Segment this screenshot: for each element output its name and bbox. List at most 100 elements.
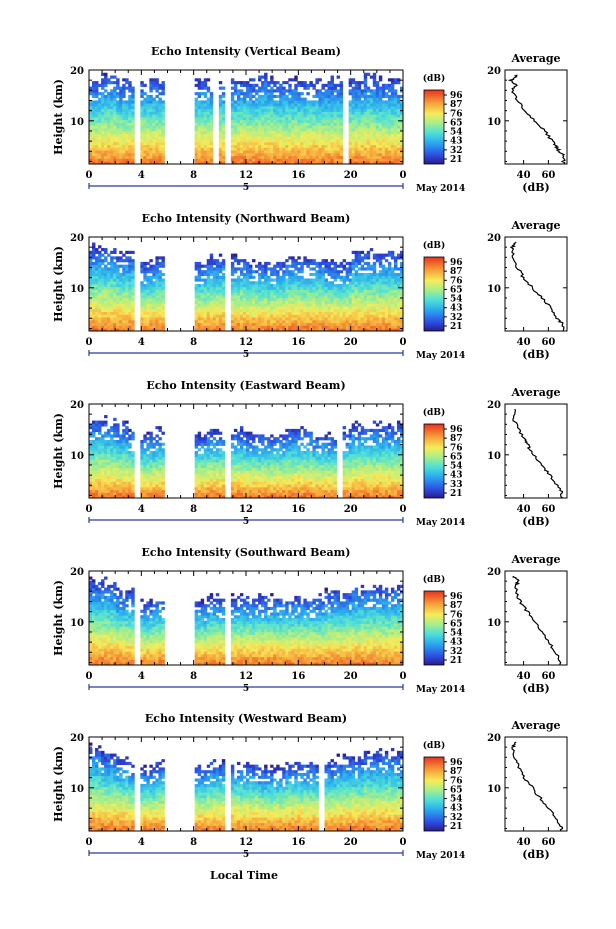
heatmap-cell	[258, 319, 262, 324]
heatmap-cell	[149, 297, 153, 301]
heatmap-cell	[276, 117, 280, 121]
heatmap-cell	[146, 297, 150, 301]
heatmap-cell	[267, 303, 271, 307]
heatmap-cell	[101, 152, 105, 157]
heatmap-cell	[396, 308, 401, 313]
colorbar-tick-label: 65	[450, 118, 463, 128]
heatmap-cell	[309, 81, 313, 85]
heatmap-cell	[264, 117, 268, 121]
heatmap-cell	[230, 92, 235, 96]
heatmap-cell	[246, 314, 250, 318]
heatmap-cell	[95, 322, 99, 326]
heatmap-cell	[131, 103, 135, 107]
heatmap-cell	[239, 161, 244, 165]
heatmap-cell	[288, 272, 292, 277]
heatmap-cell	[261, 117, 265, 121]
heatmap-cell	[236, 278, 241, 282]
heatmap-cell	[200, 264, 205, 268]
heatmap-cell	[303, 97, 307, 101]
heatmap-cell	[399, 311, 404, 315]
heatmap-cell	[242, 150, 247, 154]
heatmap-cell	[396, 100, 401, 104]
heatmap-cell	[215, 289, 220, 293]
heatmap-cell	[239, 314, 244, 318]
heatmap-cell	[321, 152, 325, 157]
heatmap-cell	[291, 300, 295, 304]
heatmap-cell	[282, 289, 286, 293]
heatmap-cell	[279, 267, 283, 271]
heatmap-cell	[252, 122, 256, 126]
heatmap-cell	[89, 467, 93, 471]
heatmap-cell	[221, 158, 226, 162]
heatmap-cell	[324, 136, 328, 140]
heatmap-cell	[218, 325, 223, 329]
heatmap-cell	[273, 289, 277, 293]
heatmap-cell	[221, 292, 226, 296]
heatmap-cell	[221, 141, 226, 146]
heatmap-cell	[399, 105, 404, 110]
heatmap-cell	[330, 89, 334, 93]
heatmap-cell	[218, 111, 223, 115]
heatmap-cell	[264, 303, 268, 307]
heatmap-cell	[351, 136, 356, 140]
heatmap-cell	[236, 92, 241, 96]
heatmap-cell	[152, 264, 156, 268]
heatmap-cell	[206, 122, 211, 126]
heatmap-cell	[366, 133, 371, 137]
heatmap-cell	[146, 150, 150, 154]
heatmap-cell	[113, 317, 117, 321]
heatmap-cell	[92, 100, 96, 104]
heatmap-cell	[267, 100, 271, 104]
heatmap-cell	[354, 278, 359, 282]
heatmap-cell	[279, 275, 283, 279]
heatmap-cell	[146, 261, 150, 266]
heatmap-cell	[351, 267, 356, 271]
heatmap-cell	[312, 128, 316, 132]
heatmap-cell	[149, 122, 153, 126]
heatmap-cell	[233, 139, 238, 143]
heatmap-cell	[291, 105, 295, 110]
heatmap-cell	[206, 306, 211, 310]
heatmap-cell	[354, 139, 359, 143]
heatmap-cell	[396, 81, 401, 85]
heatmap-cell	[300, 264, 304, 268]
heatmap-cell	[273, 311, 277, 315]
heatmap-cell	[267, 284, 271, 288]
heatmap-cell	[206, 272, 211, 277]
heatmap-cell	[230, 297, 235, 301]
heatmap-cell	[315, 261, 319, 266]
heatmap-cell	[324, 297, 328, 301]
heatmap-cell	[149, 133, 153, 137]
heatmap-cell	[336, 103, 340, 107]
heatmap-cell	[309, 108, 313, 112]
heatmap-cell	[309, 267, 313, 271]
heatmap-cell	[321, 292, 325, 296]
heatmap-cell	[209, 150, 214, 154]
heatmap-cell	[131, 158, 135, 162]
heatmap-cell	[95, 484, 99, 488]
heatmap-cell	[107, 261, 111, 266]
heatmap-cell	[381, 272, 386, 277]
heatmap-cell	[294, 128, 298, 132]
heatmap-cell	[95, 481, 99, 485]
heatmap-cell	[279, 152, 283, 157]
heatmap-cell	[321, 119, 325, 123]
heatmap-cell	[390, 89, 395, 93]
heatmap-cell	[212, 292, 217, 296]
heatmap-cell	[197, 130, 202, 134]
heatmap-cell	[119, 144, 123, 148]
heatmap-cell	[303, 300, 307, 304]
heatmap-cell	[155, 81, 159, 85]
heatmap-cell	[116, 103, 120, 107]
heatmap-cell	[143, 130, 147, 134]
heatmap-cell	[270, 139, 274, 143]
heatmap-cell	[318, 303, 322, 307]
heatmap-cell	[152, 311, 156, 315]
heatmap-cell	[369, 75, 374, 79]
heatmap-cell	[348, 147, 353, 151]
heatmap-cell	[249, 272, 253, 277]
heatmap-cell	[218, 270, 223, 274]
heatmap-cell	[146, 158, 150, 162]
heatmap-cell	[324, 259, 328, 263]
heatmap-cell	[387, 250, 392, 254]
